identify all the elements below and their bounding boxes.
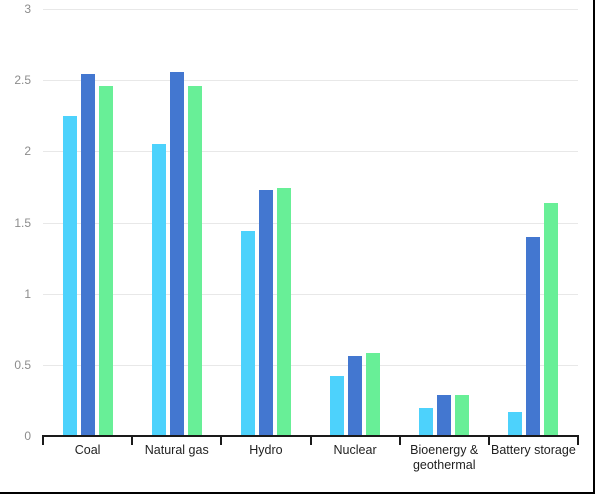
bar-natural-gas-green[interactable] — [187, 85, 202, 436]
bar-battery-storage-light-blue[interactable] — [508, 411, 523, 436]
x-axis-tick — [577, 435, 579, 445]
bar-hydro-light-blue[interactable] — [240, 231, 255, 436]
bar-battery-storage-blue[interactable] — [526, 236, 541, 436]
bar-natural-gas-light-blue[interactable] — [151, 144, 166, 436]
x-axis-tick — [487, 435, 490, 445]
x-axis-category-label: Hydro — [249, 443, 283, 457]
gridline-y-1.5 — [43, 222, 578, 224]
bar-battery-storage-green[interactable] — [544, 202, 559, 436]
y-axis-tick-label: 2.5 — [14, 73, 31, 88]
y-axis-tick-label: 0.5 — [14, 357, 31, 372]
plot-area — [43, 9, 578, 436]
bar-hydro-green[interactable] — [276, 188, 291, 436]
bar-bioenergy-geothermal-blue[interactable] — [437, 394, 452, 436]
x-axis-tick — [309, 435, 312, 445]
x-axis-tick — [131, 435, 134, 445]
y-axis-tick-label: 2 — [24, 144, 31, 159]
bar-natural-gas-blue[interactable] — [169, 71, 184, 436]
x-axis-category-label: Natural gas — [144, 443, 209, 457]
gridline-y-3 — [43, 9, 578, 10]
bar-coal-light-blue[interactable] — [62, 115, 77, 436]
gridline-y-1 — [43, 293, 578, 295]
bar-bioenergy-geothermal-green[interactable] — [455, 394, 470, 436]
chart-frame — [0, 0, 595, 494]
bar-coal-green[interactable] — [98, 85, 113, 436]
y-axis-tick-label: 0 — [24, 429, 31, 443]
x-axis-category-label: Bioenergy & geothermal — [410, 443, 479, 472]
bar-coal-blue[interactable] — [80, 74, 95, 436]
gridline-y-2 — [43, 151, 578, 153]
x-axis-tick — [220, 435, 223, 445]
y-axis-tick-label: 1.5 — [14, 215, 31, 230]
bar-hydro-blue[interactable] — [258, 189, 273, 436]
x-axis-category-label: Nuclear — [333, 443, 377, 457]
y-axis-tick-label: 3 — [24, 2, 31, 16]
x-axis-category-label: Coal — [74, 443, 101, 457]
bar-nuclear-green[interactable] — [366, 353, 381, 436]
bar-nuclear-light-blue[interactable] — [330, 376, 345, 436]
x-axis-tick — [42, 435, 44, 445]
y-axis-tick-label: 1 — [24, 286, 31, 301]
bar-bioenergy-geothermal-light-blue[interactable] — [419, 407, 434, 436]
x-axis-category-label: Battery storage — [491, 443, 576, 457]
gridline-y-0.5 — [43, 364, 578, 366]
gridline-y-2.5 — [43, 80, 578, 82]
x-axis-tick — [398, 435, 401, 445]
bar-nuclear-blue[interactable] — [348, 356, 363, 436]
